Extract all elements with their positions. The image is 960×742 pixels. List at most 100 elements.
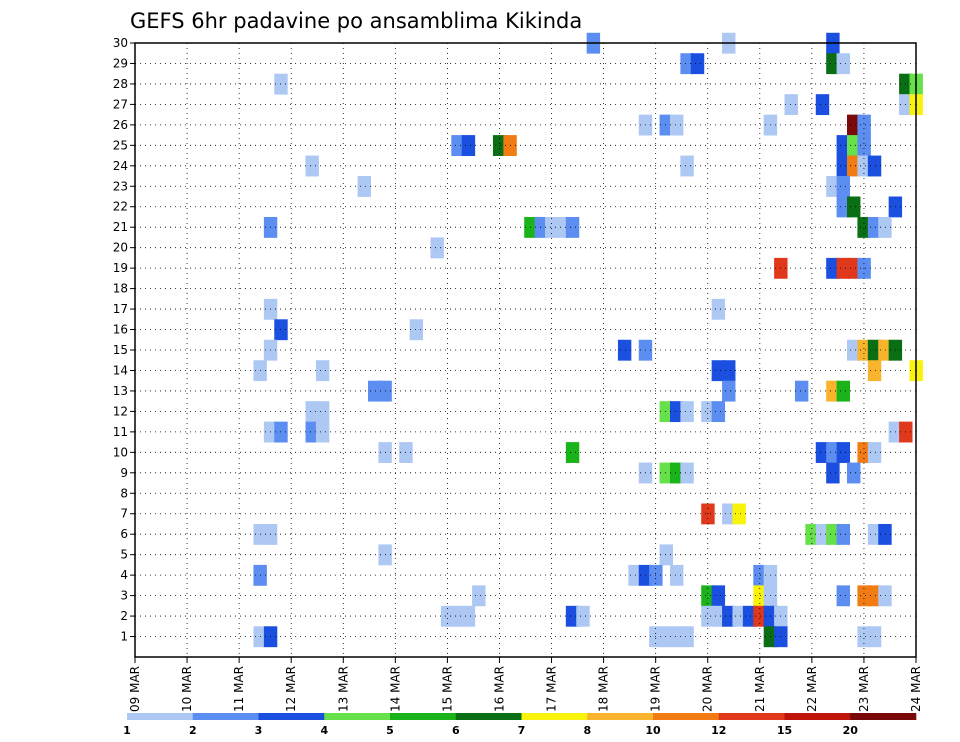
- data-cell: [461, 135, 476, 156]
- data-cell: [805, 523, 819, 545]
- y-tick-label: 3: [120, 589, 128, 603]
- y-tick-label: 2: [120, 609, 128, 623]
- data-cell: [847, 462, 861, 484]
- data-cell: [617, 339, 632, 361]
- data-cell: [794, 380, 809, 402]
- data-cell: [659, 462, 673, 484]
- colorbar-level-label: 10: [645, 724, 661, 737]
- data-cell: [565, 605, 580, 627]
- data-cell: [305, 401, 319, 423]
- data-cell: [847, 257, 861, 279]
- y-tick-label: 6: [120, 527, 128, 541]
- colorbar-level-label: 7: [518, 724, 526, 737]
- data-cell: [545, 216, 559, 238]
- data-cell: [857, 135, 871, 156]
- colorbar-level-label: 20: [843, 724, 859, 737]
- data-cell: [659, 114, 673, 136]
- data-cell: [472, 585, 486, 607]
- data-cell: [826, 257, 840, 279]
- data-cell: [742, 605, 757, 627]
- colorbar-level-label: 8: [583, 724, 591, 737]
- data-cell: [711, 298, 726, 320]
- colorbar-segment: [455, 713, 522, 720]
- data-cell: [826, 442, 840, 463]
- data-cell: [357, 176, 372, 197]
- data-cell: [409, 319, 424, 341]
- data-cell: [669, 626, 684, 648]
- data-cell: [669, 564, 684, 586]
- y-axis: 1234567891011121314151617181920212223242…: [113, 36, 135, 644]
- data-cell: [701, 585, 715, 607]
- data-cell: [847, 114, 861, 136]
- x-tick-label: 14 MAR: [388, 666, 402, 712]
- y-tick-label: 29: [113, 56, 128, 70]
- colorbar-level-label: 2: [189, 724, 197, 737]
- x-tick-label: 20 MAR: [701, 666, 715, 712]
- x-tick-label: 22 MAR: [805, 666, 819, 712]
- y-tick-label: 8: [120, 486, 128, 500]
- y-tick-label: 7: [120, 507, 128, 521]
- data-cell: [451, 605, 465, 627]
- data-cell: [711, 401, 726, 423]
- data-cell: [430, 237, 444, 259]
- data-cell: [836, 135, 851, 156]
- y-tick-label: 28: [113, 77, 128, 91]
- data-cell: [732, 605, 746, 627]
- data-cell: [368, 380, 382, 402]
- colorbar-segment: [850, 713, 917, 720]
- colorbar-segment: [192, 713, 259, 720]
- colorbar-segment: [127, 713, 194, 720]
- y-tick-label: 18: [113, 282, 128, 296]
- data-cell: [815, 442, 830, 463]
- data-cell: [722, 503, 736, 525]
- data-cell: [659, 401, 673, 423]
- data-cell: [878, 216, 892, 238]
- data-cell: [680, 155, 694, 177]
- x-tick-label: 23 MAR: [857, 666, 871, 712]
- data-cell: [315, 401, 330, 423]
- colorbar: 1 2 3 4 5 6 7 8 10 12 15 20: [123, 713, 917, 737]
- data-cell: [565, 216, 580, 238]
- data-cell: [878, 339, 892, 361]
- colorbar-level-label: 3: [255, 724, 263, 737]
- data-cell: [867, 339, 882, 361]
- data-cell: [451, 135, 465, 156]
- data-cell: [867, 585, 882, 607]
- data-cell: [836, 196, 851, 218]
- colorbar-segment: [653, 713, 720, 720]
- y-tick-label: 11: [113, 425, 128, 439]
- data-cell: [669, 114, 684, 136]
- data-cell: [857, 339, 871, 361]
- y-tick-label: 15: [113, 343, 128, 357]
- data-cell: [847, 155, 861, 177]
- data-cell: [836, 176, 851, 197]
- data-cell: [680, 462, 694, 484]
- data-cell: [826, 176, 840, 197]
- y-tick-label: 19: [113, 261, 128, 275]
- data-cell: [857, 585, 871, 607]
- data-cell: [659, 544, 673, 566]
- data-cell: [669, 462, 684, 484]
- data-cell: [867, 155, 882, 177]
- y-tick-label: 16: [113, 323, 128, 337]
- y-tick-label: 20: [113, 241, 128, 255]
- data-cell: [857, 442, 871, 463]
- x-tick-label: 24 MAR: [909, 666, 923, 712]
- colorbar-segment: [718, 713, 785, 720]
- data-cell: [711, 605, 726, 627]
- data-cell: [722, 360, 736, 382]
- data-cell: [690, 53, 705, 75]
- data-cell: [836, 53, 851, 75]
- y-tick-label: 10: [113, 445, 128, 459]
- data-cell: [857, 216, 871, 238]
- colorbar-segment: [587, 713, 654, 720]
- data-cell: [711, 585, 726, 607]
- data-cell: [847, 196, 861, 218]
- x-tick-label: 10 MAR: [180, 666, 194, 712]
- x-tick-label: 18 MAR: [597, 666, 611, 712]
- data-cell: [711, 360, 726, 382]
- data-cell: [857, 114, 871, 136]
- colorbar-level-label: 4: [320, 724, 328, 737]
- data-cell: [826, 53, 840, 75]
- y-tick-label: 1: [120, 630, 128, 644]
